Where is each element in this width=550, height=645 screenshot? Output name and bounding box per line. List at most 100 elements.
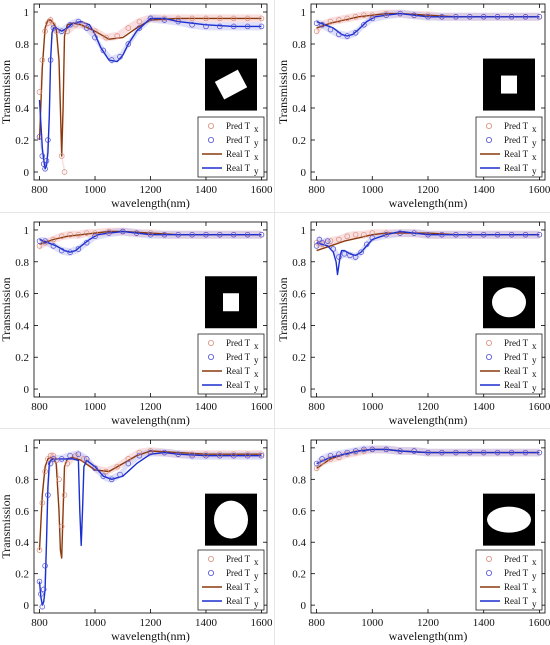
marker-pred-ty: [439, 231, 445, 238]
marker-pred-ty: [352, 30, 359, 36]
marker-pred-ty: [258, 452, 265, 459]
legend-label: Pred T: [226, 338, 251, 348]
x-tick-label: 800: [31, 401, 48, 413]
marker-pred-ty: [42, 166, 48, 172]
band-pred-ty: [316, 445, 540, 468]
y-axis-label: Transmission: [0, 277, 13, 341]
x-tick-label: 1000: [361, 401, 384, 413]
legend-label: Pred T: [504, 352, 529, 362]
marker-pred-tx: [47, 452, 54, 459]
marker-pred-tx: [336, 17, 342, 23]
legend-marker: [207, 556, 214, 563]
marker-pred-ty: [38, 591, 44, 597]
marker-pred-tx: [313, 239, 320, 246]
x-tick-label: 800: [308, 401, 325, 413]
legend-label: Pred T: [504, 554, 529, 564]
marker-pred-tx: [217, 451, 223, 457]
marker-pred-ty: [50, 456, 57, 462]
x-tick-label: 1200: [417, 401, 440, 413]
y-tick-label: 0.4: [15, 537, 29, 549]
y-axis-label: Transmission: [276, 277, 290, 341]
marker-pred-tx: [81, 456, 87, 462]
x-tick-label: 1600: [528, 401, 550, 413]
y-tick-label: 0.4: [292, 103, 306, 115]
marker-pred-tx: [42, 468, 48, 475]
y-tick-label: 0.8: [292, 39, 306, 51]
marker-pred-ty: [336, 254, 342, 260]
marker-pred-ty: [50, 25, 57, 31]
x-tick-label: 800: [31, 184, 48, 196]
marker-pred-ty: [125, 460, 132, 467]
series-line-real-ty: [38, 451, 262, 606]
y-tick-label: 1: [24, 7, 30, 19]
legend-label-subscript: y: [532, 599, 537, 609]
marker-pred-tx: [203, 15, 209, 22]
y-tick-label: 1: [24, 443, 30, 455]
marker-pred-tx: [103, 468, 109, 475]
marker-pred-tx: [352, 449, 359, 456]
chart-panel-4: 0 0.2 0.4 0.6 0.8 1 800 1000 1200 1400 1600 wavelen…: [276, 221, 550, 427]
marker-pred-ty: [161, 231, 168, 238]
marker-pred-ty: [327, 26, 334, 33]
x-axis-label: wavelength(nm): [389, 196, 468, 210]
inset-shape: [501, 75, 517, 94]
legend-label-subscript: x: [254, 152, 259, 162]
marker-pred-tx: [336, 236, 342, 243]
y-tick-label: 0: [24, 167, 30, 179]
y-tick-label: 0.2: [15, 135, 29, 147]
x-tick-label: 1400: [195, 401, 218, 413]
marker-pred-ty: [189, 452, 195, 459]
marker-pred-ty: [494, 449, 501, 456]
legend-label-subscript: x: [254, 369, 259, 379]
marker-pred-ty: [467, 14, 473, 20]
marker-pred-ty: [47, 460, 54, 467]
legend-marker: [485, 556, 492, 563]
legend-box: [197, 333, 265, 395]
x-tick-label: 1200: [140, 617, 163, 629]
legend-label: Real T: [504, 596, 529, 606]
legend-label-subscript: x: [532, 341, 537, 351]
marker-pred-tx: [45, 456, 51, 462]
y-tick-label: 1: [301, 7, 307, 19]
legend-box: [197, 549, 265, 611]
marker-pred-ty: [480, 449, 487, 456]
marker-pred-ty: [453, 231, 459, 238]
legend-label: Pred T: [226, 135, 251, 145]
marker-pred-ty: [522, 14, 529, 20]
legend-label: Real T: [504, 149, 529, 159]
x-tick-label: 1000: [84, 401, 107, 413]
marker-pred-ty: [344, 33, 350, 39]
x-tick-label: 1400: [195, 617, 218, 629]
marker-pred-ty: [175, 18, 181, 25]
y-tick-label: 1: [301, 225, 307, 237]
x-tick-label: 1000: [361, 617, 384, 629]
marker-pred-tx: [58, 523, 65, 530]
marker-pred-ty: [330, 246, 337, 252]
legend-label-subscript: x: [254, 341, 259, 351]
legend-marker: [485, 570, 492, 577]
y-tick-label: 1: [24, 225, 30, 237]
x-tick-label: 1200: [417, 617, 440, 629]
marker-pred-tx: [244, 15, 251, 22]
x-tick-label: 1600: [528, 184, 550, 196]
chart-panel-2: 0 0.2 0.4 0.6 0.8 1 800 1000 1200 1400 1600 wavelen…: [276, 3, 550, 210]
y-tick-label: 0.6: [15, 71, 29, 83]
legend-label-subscript: y: [532, 166, 537, 176]
y-tick-label: 0.2: [15, 352, 29, 364]
y-tick-label: 0.6: [292, 289, 306, 301]
x-tick-label: 800: [308, 184, 325, 196]
legend-label-subscript: x: [532, 585, 537, 595]
marker-pred-ty: [508, 14, 515, 20]
x-axis-label: wavelength(nm): [389, 413, 468, 427]
marker-pred-ty: [230, 23, 237, 30]
legend-marker: [485, 136, 492, 143]
marker-pred-ty: [411, 12, 417, 18]
legend-box: [197, 116, 265, 178]
marker-pred-ty: [467, 449, 473, 456]
legend-label: Real T: [226, 366, 251, 376]
marker-pred-tx: [189, 15, 195, 22]
legend-box: [475, 116, 543, 178]
marker-pred-tx: [114, 33, 120, 39]
x-tick-label: 1200: [140, 184, 163, 196]
marker-pred-ty: [175, 451, 181, 457]
